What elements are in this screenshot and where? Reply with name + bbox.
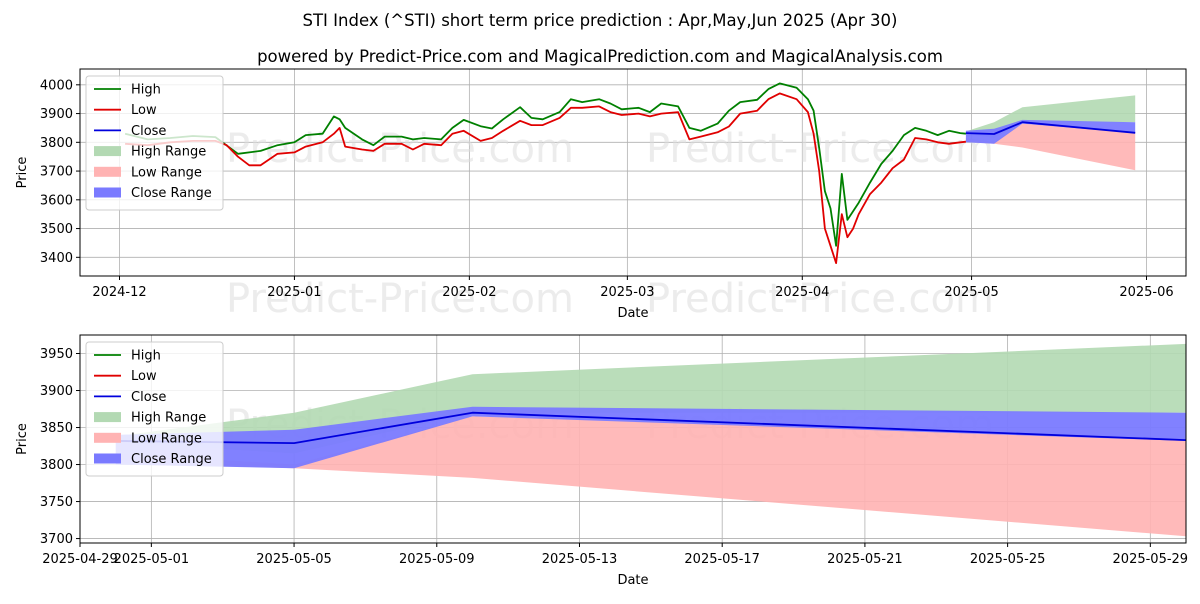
close-range-band (965, 119, 1136, 144)
legend-label: High Range (131, 145, 206, 160)
legend: High Low Close High Range Low Range Close Ran… (85, 341, 224, 477)
y-tick-label: 3800 (40, 458, 73, 473)
legend-label: High (131, 349, 161, 364)
chart-title: STI Index (^STI) short term price predic… (303, 11, 898, 30)
y-axis-label: Price (15, 423, 30, 455)
y-tick-label: 3850 (40, 421, 73, 436)
close-series-line (965, 121, 1136, 135)
x-tick-label: 2025-04-29 (42, 552, 118, 567)
chart-subtitle: powered by Predict-Price.com and Magical… (257, 47, 943, 66)
y-tick-label: 3900 (40, 107, 73, 122)
legend-swatch-low-range (94, 166, 121, 177)
plot-frame (79, 68, 1187, 277)
legend-label: Close Range (131, 186, 212, 201)
y-tick-label: 3400 (40, 251, 73, 266)
x-tick-label: 2025-03 (600, 285, 654, 300)
x-tick-label: 2025-05-01 (114, 552, 190, 567)
x-tick-label: 2024-12 (92, 285, 146, 300)
close-range-band (115, 406, 1186, 469)
x-tick-label: 2025-06 (1119, 285, 1173, 300)
chart-panel-1: Predict-Price.com Predict-Price.com Predic… (15, 68, 1187, 322)
x-tick-label: 2025-05-13 (542, 552, 618, 567)
x-axis-label: Date (617, 306, 648, 321)
y-tick-label: 3950 (40, 347, 73, 362)
y-tick-label: 3600 (40, 193, 73, 208)
legend-label: Low Range (131, 431, 202, 446)
x-tick-label: 2025-01 (267, 285, 321, 300)
x-tick-label: 2025-02 (442, 285, 496, 300)
legend-swatch-close-range (94, 453, 121, 464)
legend-swatch-high-range (94, 412, 121, 423)
legend-label: Close Range (131, 452, 212, 467)
y-tick-label: 3500 (40, 222, 73, 237)
plot-frame (79, 334, 1187, 544)
plot-area (115, 343, 1186, 537)
y-tick-label: 3750 (40, 495, 73, 510)
legend-swatch-low-range (94, 432, 121, 443)
low-series-line (125, 92, 966, 265)
x-axis-label: Date (617, 573, 648, 588)
legend-label: Close (131, 124, 166, 139)
x-tick-label: 2025-04 (775, 285, 829, 300)
low-range-band (965, 123, 1136, 171)
watermark-text: Predict-Price.com (646, 276, 994, 322)
legend-swatch-close-range (94, 187, 121, 198)
x-tick-label: 2025-05-09 (399, 552, 475, 567)
y-tick-label: 3900 (40, 384, 73, 399)
y-tick-label: 4000 (40, 78, 73, 93)
x-tick-label: 2025-05-25 (970, 552, 1046, 567)
watermark-text: Predict-Price.com (226, 276, 574, 322)
low-range-band (115, 416, 1186, 537)
chart-panel-2: Predict-Price.comPredict-Price.com370037… (15, 334, 1189, 588)
x-tick-label: 2025-05-29 (1113, 552, 1189, 567)
x-tick-label: 2025-05-17 (684, 552, 760, 567)
y-axis-label: Price (15, 157, 30, 189)
x-tick-label: 2025-05-21 (827, 552, 903, 567)
legend-swatch-high-range (94, 146, 121, 157)
legend: High Low Close High Range Low Range Close Ran… (85, 75, 224, 211)
watermark-group: Predict-Price.com Predict-Price.com (226, 276, 994, 322)
y-tick-label: 3700 (40, 532, 73, 547)
watermark-text: Predict-Price.com (226, 126, 574, 172)
plot-area (124, 82, 1136, 265)
legend-label: Close (131, 390, 166, 405)
x-tick-label: 2025-05-05 (256, 552, 332, 567)
legend-label: Low (131, 103, 157, 118)
legend-label: Low Range (131, 165, 202, 180)
legend-label: High (131, 83, 161, 98)
legend-label: High Range (131, 411, 206, 426)
y-tick-label: 3800 (40, 136, 73, 151)
grid (80, 69, 1186, 276)
x-tick-label: 2025-05 (944, 285, 998, 300)
legend-label: Low (131, 369, 157, 384)
high-series-line (124, 82, 966, 247)
y-tick-label: 3700 (40, 165, 73, 180)
